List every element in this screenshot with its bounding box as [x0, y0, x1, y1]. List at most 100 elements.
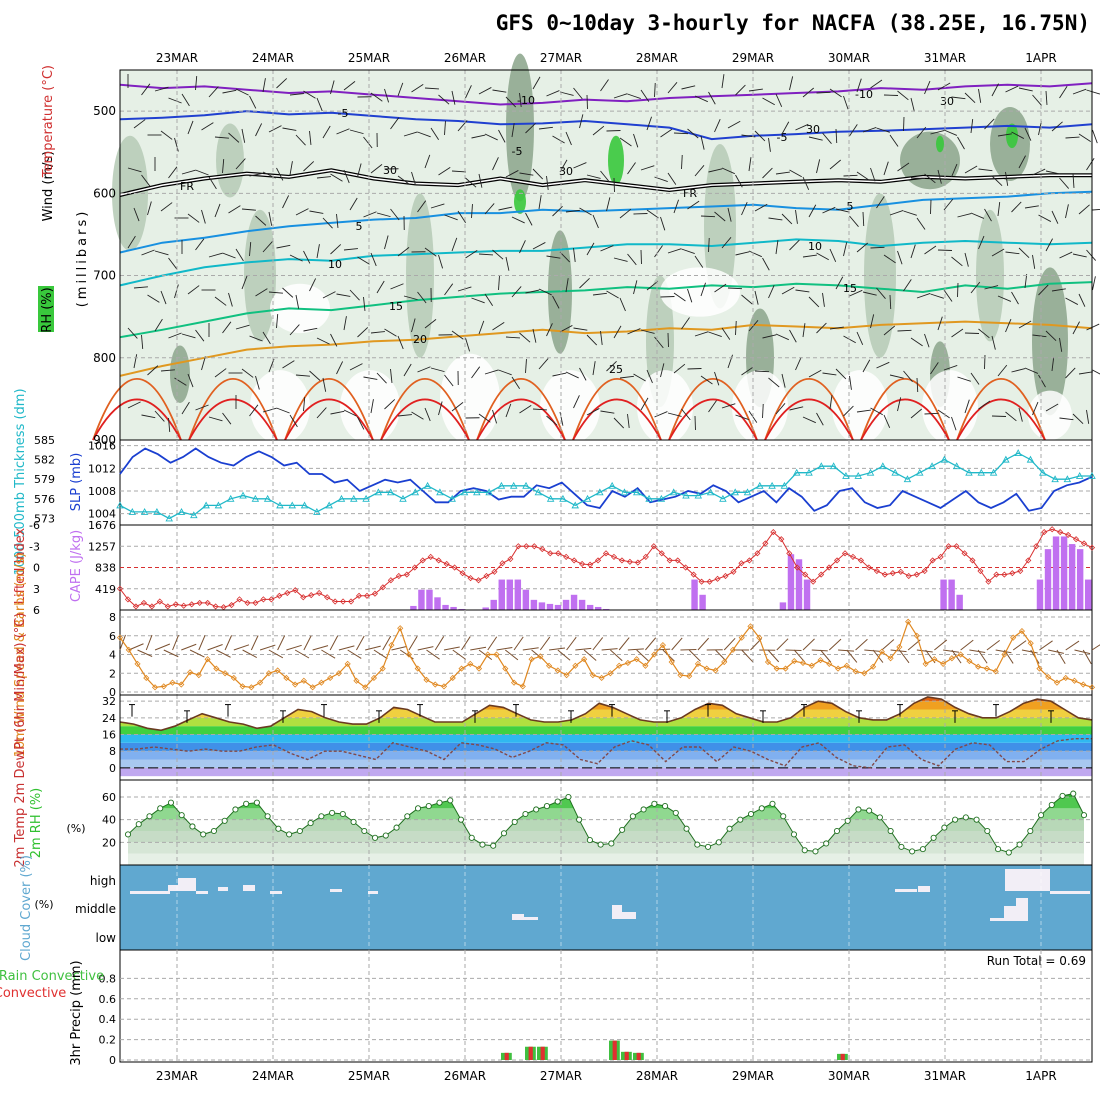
wind-barb — [241, 368, 254, 378]
wind-barb — [1038, 284, 1049, 296]
lifted-index-marker — [324, 594, 331, 601]
wind-barb — [700, 215, 716, 218]
wind-barb — [843, 174, 858, 177]
wind-barb — [451, 237, 458, 252]
thickness-marker — [140, 507, 149, 515]
wind-barb — [897, 250, 903, 265]
wind-barb — [1045, 90, 1048, 105]
lifted-index-marker — [395, 572, 402, 580]
temp-tick: 8 — [109, 745, 116, 758]
wind-barb — [916, 293, 931, 299]
cape-bar — [787, 554, 795, 610]
wind-barb — [201, 356, 206, 371]
wind-barb — [565, 278, 569, 293]
temp-band — [120, 734, 1092, 743]
wind-barb — [505, 256, 510, 271]
wind-barb — [417, 366, 431, 373]
dry-pocket — [440, 353, 500, 445]
rh-marker — [887, 827, 894, 835]
wind-barb — [727, 120, 741, 129]
bottom-date-label: 29MAR — [732, 1069, 774, 1083]
rh-marker — [210, 827, 217, 835]
top-date-label: 31MAR — [924, 51, 966, 65]
wind-tick: 0 — [109, 686, 116, 699]
wind-barb — [434, 636, 445, 651]
wind-barb — [133, 354, 138, 369]
wind-speed-marker — [519, 683, 526, 690]
wind-speed-marker — [195, 672, 202, 679]
lifted-index-marker — [531, 543, 538, 550]
rh-marker — [275, 825, 282, 832]
wind-barb — [1024, 367, 1039, 374]
rh-marker — [790, 831, 798, 838]
rh-marker — [672, 809, 679, 816]
wind-barb — [586, 174, 601, 179]
wind-barb — [1092, 276, 1096, 291]
wind-barb — [808, 369, 822, 378]
bottom-date-label: 27MAR — [540, 1069, 582, 1083]
rh-marker — [898, 843, 905, 850]
wind-barb — [789, 169, 802, 178]
wind-barb — [1072, 173, 1075, 188]
thickness-marker — [374, 488, 383, 496]
wind-barb — [289, 161, 293, 176]
rh-marker — [629, 813, 636, 820]
cape-bar — [482, 607, 489, 610]
rh-marker — [619, 826, 626, 833]
rh-marker — [543, 803, 550, 810]
wind-barb — [889, 134, 899, 147]
cloud-block — [612, 905, 622, 919]
thickness-marker — [534, 488, 543, 496]
temp-band — [120, 709, 1092, 718]
cape-bar — [546, 603, 554, 610]
wind-barb — [268, 649, 284, 659]
wind-speed-marker — [948, 655, 955, 662]
wind-barb — [776, 638, 789, 651]
wind-barb — [1038, 374, 1046, 388]
wind-speed-marker — [992, 668, 999, 675]
temp-panel: 32 24 16 8 0 — [102, 694, 1093, 781]
wind-barb — [330, 173, 343, 182]
rh-marker — [747, 810, 755, 818]
lifted-index-marker — [347, 598, 355, 605]
rh-marker — [651, 800, 658, 807]
wind-barb — [451, 402, 464, 412]
bottom-date-label: 30MAR — [828, 1069, 870, 1083]
wind-speed-marker — [554, 667, 561, 674]
wind-barb — [640, 165, 655, 171]
rh-marker — [479, 841, 486, 848]
lifted-index-marker — [308, 592, 315, 599]
wind-barb — [303, 161, 315, 172]
wind-barb — [424, 87, 439, 90]
wind-barb — [708, 237, 710, 253]
rh-shading — [514, 189, 526, 214]
rh-marker — [1037, 812, 1045, 819]
wind-barb — [735, 84, 746, 96]
wind-barb — [214, 296, 227, 306]
wind-barb — [1059, 251, 1073, 259]
wind-barb — [255, 215, 267, 226]
pressure-axis-label: (millibars) — [75, 209, 90, 308]
rh-shading — [170, 345, 190, 403]
wind-barb — [681, 248, 695, 254]
wind-speed-marker — [870, 663, 877, 670]
wind-barb — [438, 401, 443, 416]
wind-barb — [322, 217, 333, 229]
isotherm-arch — [92, 378, 182, 441]
rh-marker — [500, 830, 508, 837]
wind-barb — [1018, 320, 1032, 329]
wind-barb — [321, 649, 336, 659]
wind-barb — [1051, 210, 1059, 224]
wind-barb — [309, 130, 312, 145]
wind-barb — [1086, 249, 1097, 261]
wind-barb — [492, 321, 505, 331]
wind-barb — [336, 361, 344, 375]
precip-conv-bar — [636, 1052, 641, 1060]
wind-barb — [870, 314, 875, 329]
rh-marker — [640, 806, 647, 813]
wind-barb — [579, 207, 592, 216]
pressure-tick: 600 — [93, 186, 116, 200]
wind-barb — [343, 316, 347, 331]
wind-barb — [357, 416, 365, 430]
lifted-index-marker — [1009, 570, 1016, 577]
